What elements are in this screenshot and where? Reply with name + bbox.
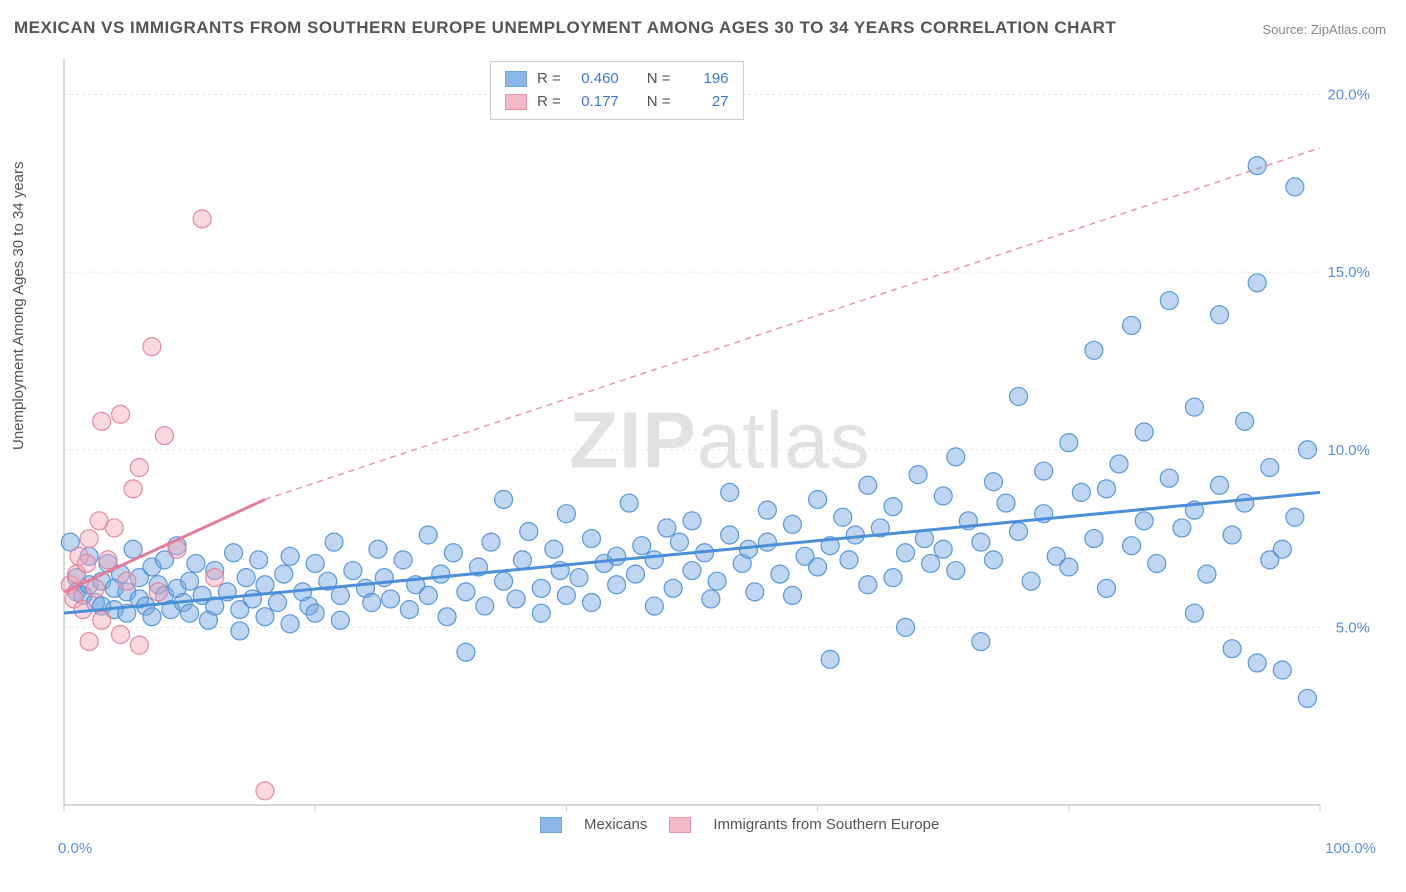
- legend-row-southern-europe: R = 0.177 N = 27: [505, 91, 729, 114]
- r-value-southern-europe: 0.177: [571, 91, 619, 114]
- r-label: R =: [537, 91, 561, 114]
- source-attribution: Source: ZipAtlas.com: [1262, 22, 1386, 37]
- r-label: R =: [537, 68, 561, 91]
- legend-label-southern-europe: Immigrants from Southern Europe: [713, 816, 939, 833]
- correlation-legend: R = 0.460 N = 196 R = 0.177 N = 27: [490, 61, 744, 120]
- legend-label-mexicans: Mexicans: [584, 816, 647, 833]
- swatch-southern-europe: [669, 817, 691, 833]
- swatch-southern-europe: [505, 94, 527, 110]
- chart-area: ZIPatlas 5.0%10.0%15.0%20.0% R = 0.460 N…: [60, 55, 1380, 835]
- x-axis-end-label: 100.0%: [1325, 840, 1376, 857]
- y-axis-label: Unemployment Among Ages 30 to 34 years: [10, 161, 27, 450]
- n-value-mexicans: 196: [681, 68, 729, 91]
- x-axis-start-label: 0.0%: [58, 840, 92, 857]
- svg-text:15.0%: 15.0%: [1327, 264, 1370, 281]
- chart-title: MEXICAN VS IMMIGRANTS FROM SOUTHERN EURO…: [14, 18, 1116, 38]
- scatter-plot: 5.0% 10.0% 15.0% 20.0%: [60, 55, 1380, 835]
- r-value-mexicans: 0.460: [571, 68, 619, 91]
- n-value-southern-europe: 27: [681, 91, 729, 114]
- svg-text:10.0%: 10.0%: [1327, 442, 1370, 459]
- legend-row-mexicans: R = 0.460 N = 196: [505, 68, 729, 91]
- n-label: N =: [647, 91, 671, 114]
- svg-text:20.0%: 20.0%: [1327, 87, 1370, 104]
- swatch-mexicans: [540, 817, 562, 833]
- swatch-mexicans: [505, 71, 527, 87]
- series-legend: Mexicans Immigrants from Southern Europe: [540, 816, 939, 833]
- n-label: N =: [647, 68, 671, 91]
- svg-text:5.0%: 5.0%: [1336, 619, 1370, 636]
